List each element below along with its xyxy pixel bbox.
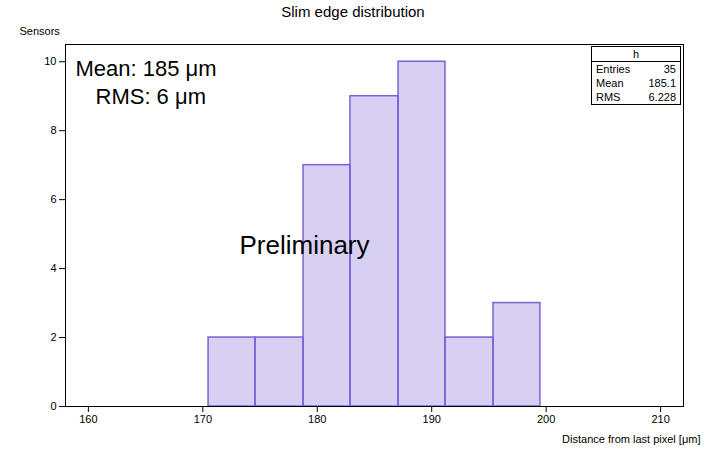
- html-text:35: 35: [663, 63, 676, 75]
- html-text:Entries: Entries: [596, 63, 631, 75]
- html-text:h: h: [632, 48, 640, 60]
- svg-text:Preliminary: Preliminary: [239, 230, 369, 260]
- svg-text:Sensors: Sensors: [20, 25, 61, 37]
- html-text:RMS: RMS: [596, 91, 621, 103]
- svg-text:RMS: 6 μm: RMS: 6 μm: [96, 84, 206, 109]
- svg-text:Mean: 185 μm: Mean: 185 μm: [76, 56, 217, 81]
- html-text:6.228: 6.228: [648, 91, 676, 103]
- html-text:Mean: Mean: [596, 77, 624, 89]
- svg-text:170: 170: [194, 413, 212, 425]
- svg-text:2: 2: [50, 331, 56, 343]
- svg-text:160: 160: [79, 413, 97, 425]
- svg-text:0: 0: [50, 400, 56, 412]
- svg-text:180: 180: [308, 413, 326, 425]
- svg-text:4: 4: [50, 262, 56, 274]
- html-text:185.1: 185.1: [648, 77, 676, 89]
- svg-text:190: 190: [423, 413, 441, 425]
- svg-text:10: 10: [44, 55, 56, 67]
- svg-text:8: 8: [50, 124, 56, 136]
- svg-text:210: 210: [651, 413, 669, 425]
- html-text:Slim edge distribution: Slim edge distribution: [281, 3, 425, 20]
- svg-text:200: 200: [537, 413, 555, 425]
- svg-text:6: 6: [50, 193, 56, 205]
- svg-text:Distance from last pixel [μm]: Distance from last pixel [μm]: [562, 433, 700, 445]
